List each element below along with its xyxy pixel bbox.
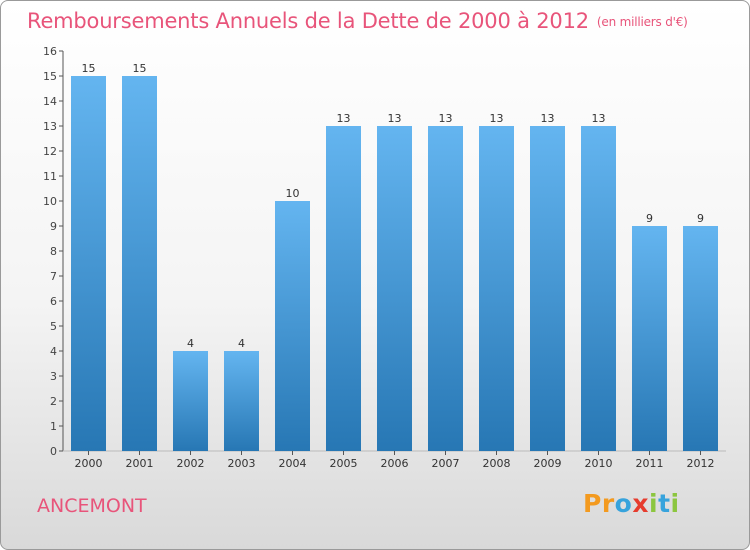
x-tick-label: 2012	[687, 457, 715, 470]
chart-subtitle: (en milliers d'€)	[596, 15, 688, 29]
logo-letter: r	[601, 489, 615, 518]
y-tick-label: 1	[50, 420, 57, 433]
y-tick-label: 11	[43, 170, 57, 183]
bar	[428, 126, 463, 451]
y-tick-label: 9	[50, 220, 57, 233]
x-tick-label: 2003	[228, 457, 256, 470]
data-label: 13	[541, 112, 555, 125]
bar-series	[71, 76, 718, 451]
y-tick-label: 6	[50, 295, 57, 308]
data-label: 13	[439, 112, 453, 125]
bar	[122, 76, 157, 451]
data-labels: 15 15 4 4 10 13 13 13 13 13 13 9 9	[82, 62, 705, 350]
x-tick-label: 2009	[534, 457, 562, 470]
bar	[224, 351, 259, 451]
logo-letter: P	[583, 489, 602, 518]
bar	[632, 226, 667, 451]
y-tick-label: 3	[50, 370, 57, 383]
y-tick-label: 2	[50, 395, 57, 408]
x-tick-label: 2001	[126, 457, 154, 470]
logo-letter: x	[632, 489, 649, 518]
location-label: ANCEMONT	[37, 495, 147, 517]
y-tick-label: 0	[50, 445, 57, 458]
logo-letter: t	[658, 489, 671, 518]
y-tick-label: 15	[43, 70, 57, 83]
proxiti-logo: Proxiti	[583, 489, 680, 518]
y-tick-label: 16	[43, 45, 57, 58]
bar	[683, 226, 718, 451]
bar	[530, 126, 565, 451]
data-label: 13	[490, 112, 504, 125]
data-label: 9	[646, 212, 653, 225]
x-tick-label: 2000	[75, 457, 103, 470]
data-label: 15	[82, 62, 96, 75]
bar	[71, 76, 106, 451]
bar	[581, 126, 616, 451]
data-label: 13	[388, 112, 402, 125]
chart-title-text: Remboursements Annuels de la Dette de 20…	[27, 9, 589, 33]
x-tick-label: 2007	[432, 457, 460, 470]
bar	[479, 126, 514, 451]
x-tick-label: 2006	[381, 457, 409, 470]
bar	[377, 126, 412, 451]
data-label: 13	[592, 112, 606, 125]
y-tick-label: 7	[50, 270, 57, 283]
x-tick-label: 2002	[177, 457, 205, 470]
y-tick-label: 10	[43, 195, 57, 208]
bar	[326, 126, 361, 451]
logo-letter: i	[670, 489, 680, 518]
y-tick-label: 13	[43, 120, 57, 133]
logo-letter: i	[649, 489, 659, 518]
y-tick-label: 8	[50, 245, 57, 258]
y-tick-label: 14	[43, 95, 57, 108]
x-tick-label: 2008	[483, 457, 511, 470]
data-label: 15	[133, 62, 147, 75]
y-tick-label: 12	[43, 145, 57, 158]
logo-letter: o	[614, 489, 633, 518]
chart-title: Remboursements Annuels de la Dette de 20…	[27, 9, 688, 33]
data-label: 13	[337, 112, 351, 125]
x-tick-label: 2004	[279, 457, 307, 470]
x-tick-label: 2010	[585, 457, 613, 470]
data-label: 9	[697, 212, 704, 225]
data-label: 4	[238, 337, 245, 350]
x-tick-label: 2011	[636, 457, 664, 470]
bar	[173, 351, 208, 451]
data-label: 4	[187, 337, 194, 350]
data-label: 10	[286, 187, 300, 200]
y-tick-label: 4	[50, 345, 57, 358]
x-tick-label: 2005	[330, 457, 358, 470]
bar	[275, 201, 310, 451]
y-tick-label: 5	[50, 320, 57, 333]
